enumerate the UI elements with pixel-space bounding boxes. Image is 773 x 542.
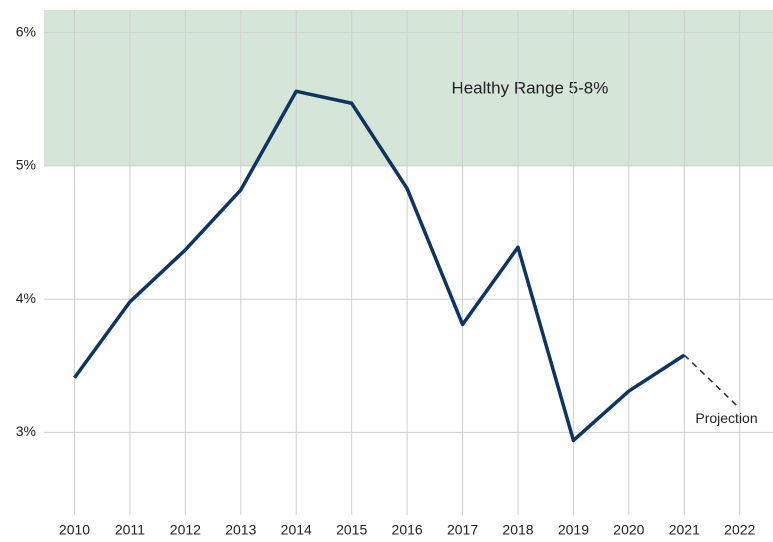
x-tick-label: 2017 xyxy=(447,522,478,538)
line-series xyxy=(73,89,686,443)
y-tick-label: 4% xyxy=(16,290,36,306)
x-tick-label: 2022 xyxy=(724,522,755,538)
x-tick-label: 2014 xyxy=(281,522,312,538)
y-tick-label: 6% xyxy=(16,23,36,39)
x-tick-label: 2013 xyxy=(225,522,256,538)
x-tick-label: 2021 xyxy=(669,522,700,538)
annotation: Projection xyxy=(695,410,757,426)
healthy-band xyxy=(44,10,773,166)
y-tick-label: 5% xyxy=(16,157,36,173)
x-tick-label: 2015 xyxy=(336,522,367,538)
band-label: Healthy Range 5-8% xyxy=(451,78,608,97)
line-series xyxy=(683,354,741,409)
x-tick-label: 2019 xyxy=(558,522,589,538)
x-tick-label: 2020 xyxy=(613,522,644,538)
x-tick-label: 2012 xyxy=(170,522,201,538)
x-tick-label: 2018 xyxy=(502,522,533,538)
x-tick-label: 2016 xyxy=(392,522,423,538)
x-tick-label: 2010 xyxy=(59,522,90,538)
y-tick-label: 3% xyxy=(16,423,36,439)
x-tick-label: 2011 xyxy=(115,522,145,538)
